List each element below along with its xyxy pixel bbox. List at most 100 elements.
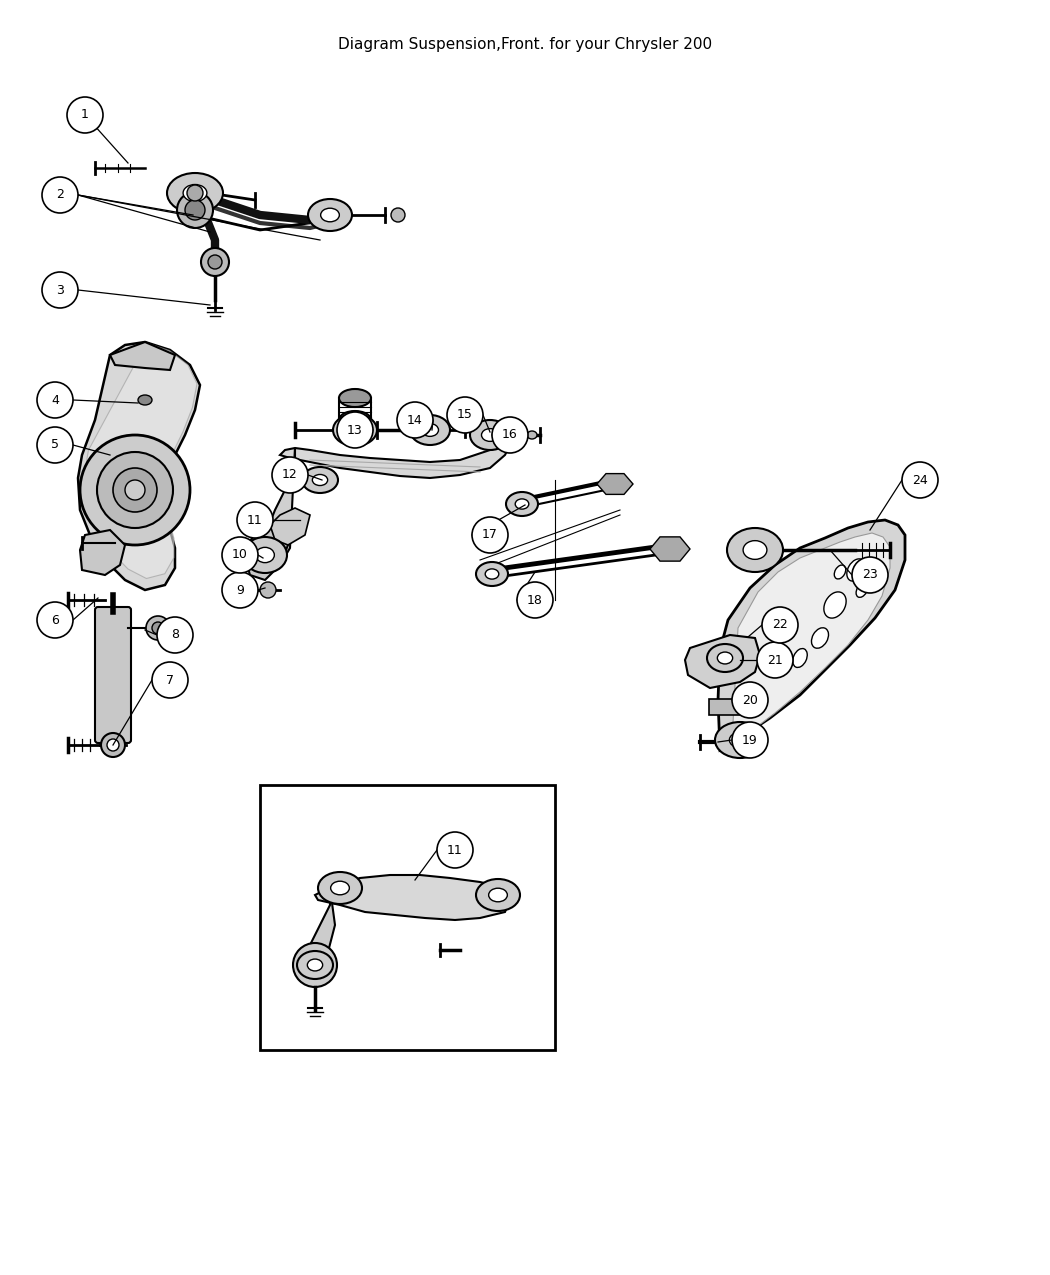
- Circle shape: [107, 740, 119, 751]
- Circle shape: [201, 249, 229, 275]
- Text: 9: 9: [236, 584, 244, 597]
- Ellipse shape: [318, 872, 362, 904]
- Ellipse shape: [320, 208, 339, 222]
- Ellipse shape: [183, 185, 207, 201]
- Polygon shape: [685, 635, 760, 689]
- Circle shape: [391, 208, 405, 222]
- Ellipse shape: [255, 547, 274, 562]
- Polygon shape: [732, 533, 890, 742]
- Circle shape: [97, 453, 173, 528]
- Ellipse shape: [527, 431, 537, 439]
- Polygon shape: [280, 445, 510, 478]
- Text: 14: 14: [407, 413, 423, 427]
- Circle shape: [902, 462, 938, 499]
- Circle shape: [237, 502, 273, 538]
- Polygon shape: [270, 507, 310, 544]
- Ellipse shape: [715, 722, 765, 759]
- Circle shape: [732, 722, 768, 759]
- Text: 22: 22: [772, 618, 788, 631]
- Ellipse shape: [488, 889, 507, 901]
- Circle shape: [310, 960, 320, 970]
- Text: 10: 10: [232, 548, 248, 561]
- Ellipse shape: [470, 419, 510, 450]
- Circle shape: [185, 200, 205, 221]
- Ellipse shape: [339, 411, 371, 428]
- Circle shape: [260, 581, 276, 598]
- Text: 7: 7: [166, 673, 174, 686]
- Ellipse shape: [308, 959, 322, 972]
- Circle shape: [152, 662, 188, 697]
- Circle shape: [37, 427, 74, 463]
- Ellipse shape: [824, 592, 846, 618]
- Ellipse shape: [421, 423, 439, 436]
- Circle shape: [187, 185, 203, 201]
- Ellipse shape: [717, 652, 733, 664]
- Circle shape: [125, 479, 145, 500]
- Circle shape: [437, 833, 472, 868]
- Polygon shape: [718, 520, 905, 750]
- Text: 21: 21: [768, 654, 783, 667]
- Ellipse shape: [339, 389, 371, 407]
- Circle shape: [37, 382, 74, 418]
- Circle shape: [42, 272, 78, 309]
- Polygon shape: [650, 537, 690, 561]
- Polygon shape: [110, 342, 175, 370]
- Circle shape: [517, 581, 553, 618]
- Circle shape: [852, 557, 888, 593]
- Ellipse shape: [297, 951, 333, 979]
- Ellipse shape: [743, 541, 766, 560]
- Text: 19: 19: [742, 733, 758, 746]
- Polygon shape: [262, 448, 295, 570]
- Text: 12: 12: [282, 468, 298, 482]
- Text: 11: 11: [247, 514, 262, 527]
- Ellipse shape: [302, 467, 338, 493]
- Circle shape: [732, 682, 768, 718]
- Circle shape: [67, 97, 103, 133]
- Text: 20: 20: [742, 694, 758, 706]
- Polygon shape: [304, 887, 335, 975]
- Circle shape: [397, 402, 433, 439]
- Ellipse shape: [331, 881, 350, 895]
- Circle shape: [222, 572, 258, 608]
- Circle shape: [101, 733, 125, 757]
- FancyBboxPatch shape: [260, 785, 555, 1051]
- Ellipse shape: [793, 649, 807, 668]
- Ellipse shape: [243, 537, 287, 572]
- Polygon shape: [85, 343, 197, 579]
- Circle shape: [113, 468, 158, 513]
- Circle shape: [152, 622, 164, 634]
- Text: 17: 17: [482, 529, 498, 542]
- FancyBboxPatch shape: [94, 607, 131, 743]
- Polygon shape: [78, 342, 200, 590]
- Circle shape: [208, 255, 222, 269]
- Polygon shape: [597, 473, 633, 495]
- Ellipse shape: [476, 878, 520, 912]
- Text: 5: 5: [51, 439, 59, 451]
- Circle shape: [37, 602, 74, 638]
- Ellipse shape: [847, 558, 865, 581]
- Circle shape: [472, 516, 508, 553]
- Ellipse shape: [345, 423, 364, 437]
- Circle shape: [177, 193, 213, 228]
- Text: 18: 18: [527, 593, 543, 607]
- Circle shape: [293, 944, 337, 987]
- Text: 23: 23: [862, 569, 878, 581]
- Circle shape: [272, 456, 308, 493]
- Circle shape: [492, 417, 528, 453]
- Circle shape: [447, 397, 483, 434]
- Ellipse shape: [308, 199, 352, 231]
- Ellipse shape: [312, 474, 328, 486]
- Polygon shape: [315, 875, 510, 921]
- Ellipse shape: [835, 565, 845, 579]
- Ellipse shape: [138, 395, 152, 405]
- Ellipse shape: [514, 430, 526, 440]
- Text: 4: 4: [51, 394, 59, 407]
- Text: 24: 24: [912, 473, 928, 487]
- Polygon shape: [80, 530, 125, 575]
- Ellipse shape: [516, 499, 529, 509]
- Circle shape: [42, 177, 78, 213]
- Ellipse shape: [812, 627, 828, 648]
- Text: 13: 13: [348, 423, 363, 436]
- FancyBboxPatch shape: [709, 699, 745, 715]
- Circle shape: [762, 607, 798, 643]
